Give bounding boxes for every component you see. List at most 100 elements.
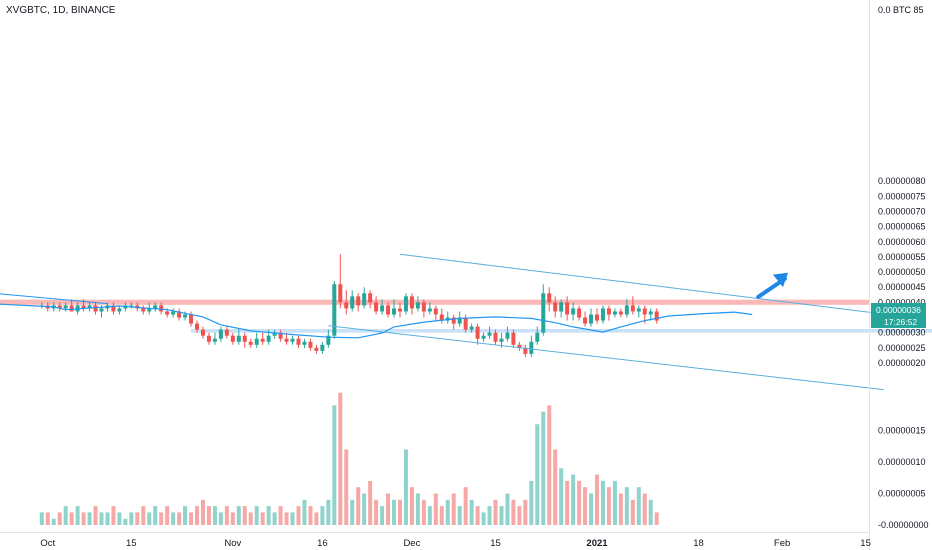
time-axis[interactable]: Oct15Nov16Dec15202118Feb15Mar15Apr15 — [40, 538, 932, 549]
candle-down — [141, 308, 146, 312]
volume-bar — [457, 506, 462, 525]
volume-bar — [451, 493, 456, 525]
candle-down — [523, 347, 528, 354]
volume-bar — [541, 411, 546, 525]
candle-down — [93, 305, 98, 312]
last-price-label: 0.00000036 17:26:52 — [871, 303, 926, 328]
candle-down — [577, 308, 582, 318]
volume-bar — [51, 518, 56, 525]
candle-down — [386, 305, 391, 315]
volume-bar — [517, 506, 522, 525]
volume-bar — [284, 512, 289, 525]
candle-up — [326, 335, 331, 345]
candle-up — [487, 332, 492, 336]
price-tick-label: 0.00000045 — [878, 282, 926, 292]
candle-up — [499, 338, 504, 342]
candle-up — [469, 326, 474, 330]
volume-bar — [290, 512, 295, 525]
time-tick-label: 15 — [126, 538, 137, 549]
candle-up — [600, 308, 605, 321]
candle-up — [541, 293, 546, 333]
volume-bar — [600, 480, 605, 525]
price-axis[interactable]: 0.00000080 0.00000075 0.00000070 0.00000065… — [878, 176, 929, 530]
candle-up — [320, 344, 325, 351]
volume-bar — [439, 506, 444, 525]
volume-bar — [320, 506, 325, 525]
time-tick-label: 15 — [490, 538, 501, 549]
volume-bar — [147, 512, 152, 525]
volume-bar — [63, 506, 68, 525]
price-zones — [0, 299, 932, 333]
candle-up — [87, 305, 92, 309]
volume-bar — [171, 512, 176, 525]
candle-down — [547, 293, 552, 303]
price-tick-label: 0.00000015 — [878, 426, 926, 436]
volume-bar — [624, 487, 629, 525]
volume-bar — [505, 493, 510, 525]
volume-bar — [177, 512, 182, 525]
candle-up — [272, 332, 277, 336]
candle-up — [171, 311, 176, 315]
volume-bar — [583, 487, 588, 525]
candle-up — [183, 314, 188, 318]
volume-bar — [326, 499, 331, 525]
candle-down — [224, 329, 229, 336]
bar-countdown: 17:26:52 — [884, 317, 917, 327]
volume-bar — [374, 499, 379, 525]
volume-bar — [648, 499, 653, 525]
candle-down — [165, 311, 170, 315]
candle-down — [583, 317, 588, 324]
volume-bar — [571, 474, 576, 525]
volume-bar — [248, 512, 253, 525]
volume-bar — [195, 506, 200, 525]
volume-bar — [606, 487, 611, 525]
volume-bar — [493, 499, 498, 525]
candle-up — [350, 296, 355, 309]
candle-down — [642, 308, 647, 315]
last-price-value: 0.00000036 — [876, 305, 921, 315]
candle-up — [392, 308, 397, 315]
price-tick-label: 0.00000005 — [878, 489, 926, 499]
channel-lower-line — [328, 325, 884, 391]
candle-down — [159, 305, 164, 312]
price-tick-label: 0.00000050 — [878, 267, 926, 277]
candle-down — [565, 302, 570, 315]
volume-bar — [129, 512, 134, 525]
volume-bar — [529, 480, 534, 525]
volume-bar — [224, 506, 229, 525]
volume-bar — [200, 499, 205, 525]
candle-up — [362, 293, 367, 306]
candle-up — [589, 314, 594, 324]
candle-down — [248, 341, 253, 345]
volume-bar — [403, 449, 408, 525]
candle-down — [230, 335, 235, 342]
candle-down — [200, 329, 205, 336]
volume-bar — [547, 405, 552, 525]
candle-down — [296, 338, 301, 345]
volume-bar — [392, 499, 397, 525]
price-tick-label: 0.00000075 — [878, 191, 926, 201]
volume-bar — [266, 506, 271, 525]
candle-up — [266, 335, 271, 342]
breakout-arrow-head — [772, 272, 789, 288]
candle-down — [260, 338, 265, 342]
volume-bar — [469, 499, 474, 525]
volume-bar — [356, 487, 361, 525]
volume-bar — [618, 493, 623, 525]
candle-down — [606, 308, 611, 315]
volume-bar — [218, 512, 223, 525]
volume-bar — [302, 499, 307, 525]
price-tick-label: 0.00000080 — [878, 176, 926, 186]
candle-up — [403, 296, 408, 312]
volume-bar — [344, 449, 349, 525]
volume-bar — [135, 512, 140, 525]
time-tick-label: 15 — [860, 538, 871, 549]
candle-down — [368, 293, 373, 303]
candle-down — [206, 335, 211, 342]
price-tick-label: 0.00000055 — [878, 252, 926, 262]
candle-down — [314, 347, 319, 351]
candle-down — [475, 326, 480, 339]
candle-down — [356, 296, 361, 306]
